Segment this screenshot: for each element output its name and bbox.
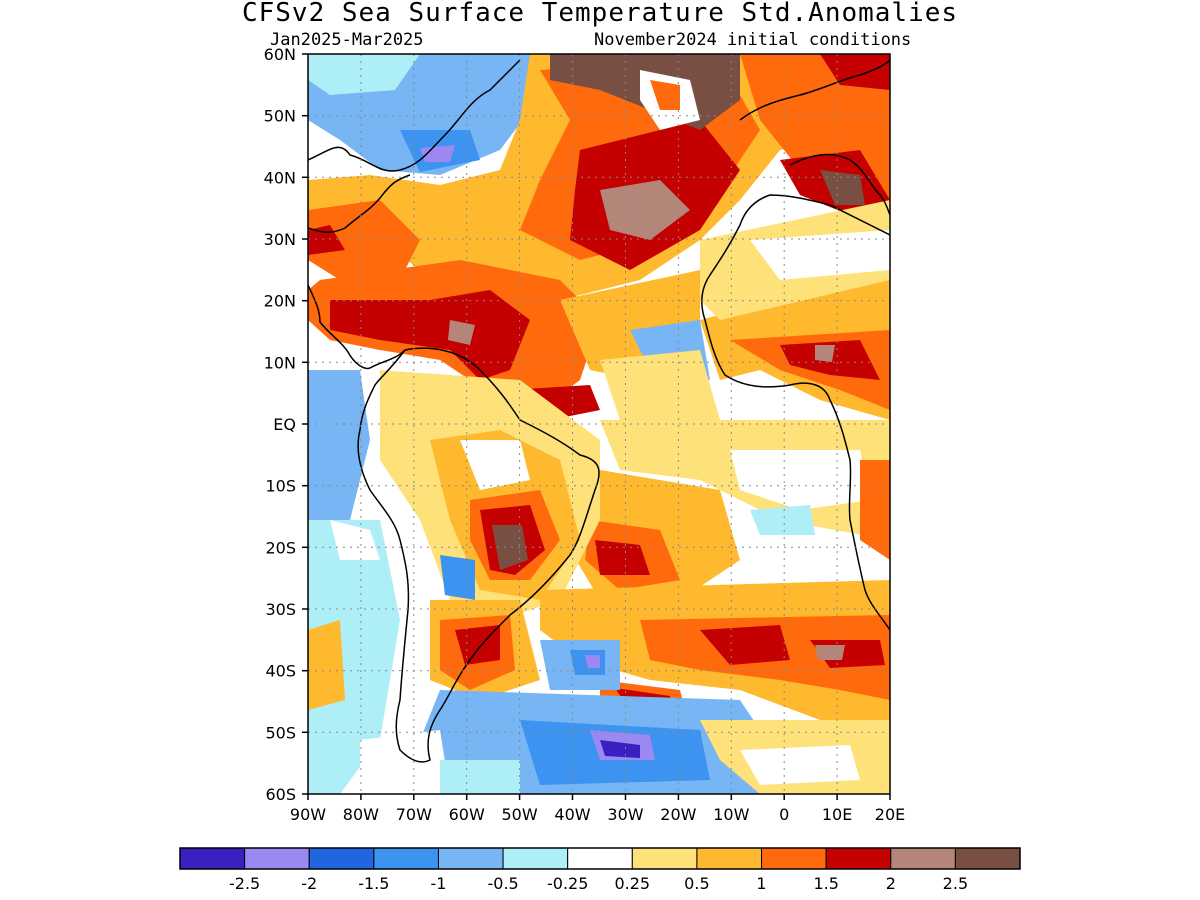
- lat-label-20n: 20N: [264, 292, 296, 311]
- lat-label-30s: 30S: [265, 600, 296, 619]
- colorbar-swatch: [308, 847, 375, 870]
- lat-label-40n: 40N: [264, 168, 296, 187]
- lon-label-10w: 10W: [713, 805, 749, 824]
- lon-label-60w: 60W: [449, 805, 485, 824]
- colorbar-label: -0.5: [487, 874, 518, 893]
- colorbar-swatch: [954, 847, 1021, 870]
- lat-label-50s: 50S: [265, 723, 296, 742]
- coastlines: [308, 59, 890, 763]
- lon-label-70w: 70W: [396, 805, 432, 824]
- colorbar-label: 2: [886, 874, 896, 893]
- colorbar-label: 2.5: [943, 874, 968, 893]
- lon-label-20w: 20W: [660, 805, 696, 824]
- colorbar-swatch: [631, 847, 698, 870]
- colorbar: -2.5 -2 -1.5 -1 -0.5 -0.25 0.25 0.5 1 1.…: [179, 847, 1021, 893]
- colorbar-label: 0.5: [684, 874, 709, 893]
- lat-label-50n: 50N: [264, 107, 296, 126]
- chart-title: CFSv2 Sea Surface Temperature Std.Anomal…: [241, 0, 959, 28]
- grid: [308, 54, 890, 794]
- lon-label-20e: 20E: [875, 805, 905, 824]
- lon-label-40w: 40W: [554, 805, 590, 824]
- lon-label-0: 0: [779, 805, 789, 824]
- lat-label-30n: 30N: [264, 230, 296, 249]
- colorbar-label: 0.25: [614, 874, 650, 893]
- colorbar-swatch: [696, 847, 763, 870]
- lon-label-80w: 80W: [343, 805, 379, 824]
- colorbar-label: -2.5: [229, 874, 260, 893]
- lat-label-60n: 60N: [264, 45, 296, 64]
- colorbar-label: -0.25: [547, 874, 588, 893]
- colorbar-swatch: [373, 847, 439, 870]
- lon-label-10e: 10E: [822, 805, 852, 824]
- lon-label-30w: 30W: [607, 805, 643, 824]
- lat-label-60s: 60S: [265, 785, 296, 804]
- lat-label-eq: EQ: [273, 415, 296, 434]
- colorbar-label: -2: [301, 874, 317, 893]
- initial-conditions: November2024 initial conditions: [594, 30, 912, 50]
- colorbar-swatch: [890, 847, 956, 870]
- south-america-coast: [357, 347, 600, 763]
- colorbar-swatch: [179, 847, 246, 870]
- lat-label-10n: 10N: [264, 353, 296, 372]
- forecast-period: Jan2025-Mar2025: [270, 30, 424, 50]
- colorbar-swatch: [244, 847, 310, 870]
- colorbar-label: 1: [756, 874, 766, 893]
- africa-coast: [700, 194, 890, 631]
- colorbar-label: -1.5: [358, 874, 389, 893]
- lat-label-40s: 40S: [265, 662, 296, 681]
- colorbar-label: -1: [431, 874, 447, 893]
- lat-label-20s: 20S: [265, 538, 296, 557]
- lon-label-90w: 90W: [290, 805, 326, 824]
- anomaly-field: [308, 54, 890, 794]
- colorbar-frame: [179, 847, 1021, 870]
- colorbar-swatch: [567, 847, 633, 870]
- colorbar-label: 1.5: [813, 874, 838, 893]
- colorbar-swatch: [761, 847, 827, 870]
- colorbar-swatch: [825, 847, 892, 870]
- cold-anomaly-east-pacific: [308, 370, 370, 520]
- lat-label-10s: 10S: [265, 477, 296, 496]
- lon-label-50w: 50W: [502, 805, 538, 824]
- colorbar-swatch: [502, 847, 569, 870]
- colorbar-swatch: [437, 847, 504, 870]
